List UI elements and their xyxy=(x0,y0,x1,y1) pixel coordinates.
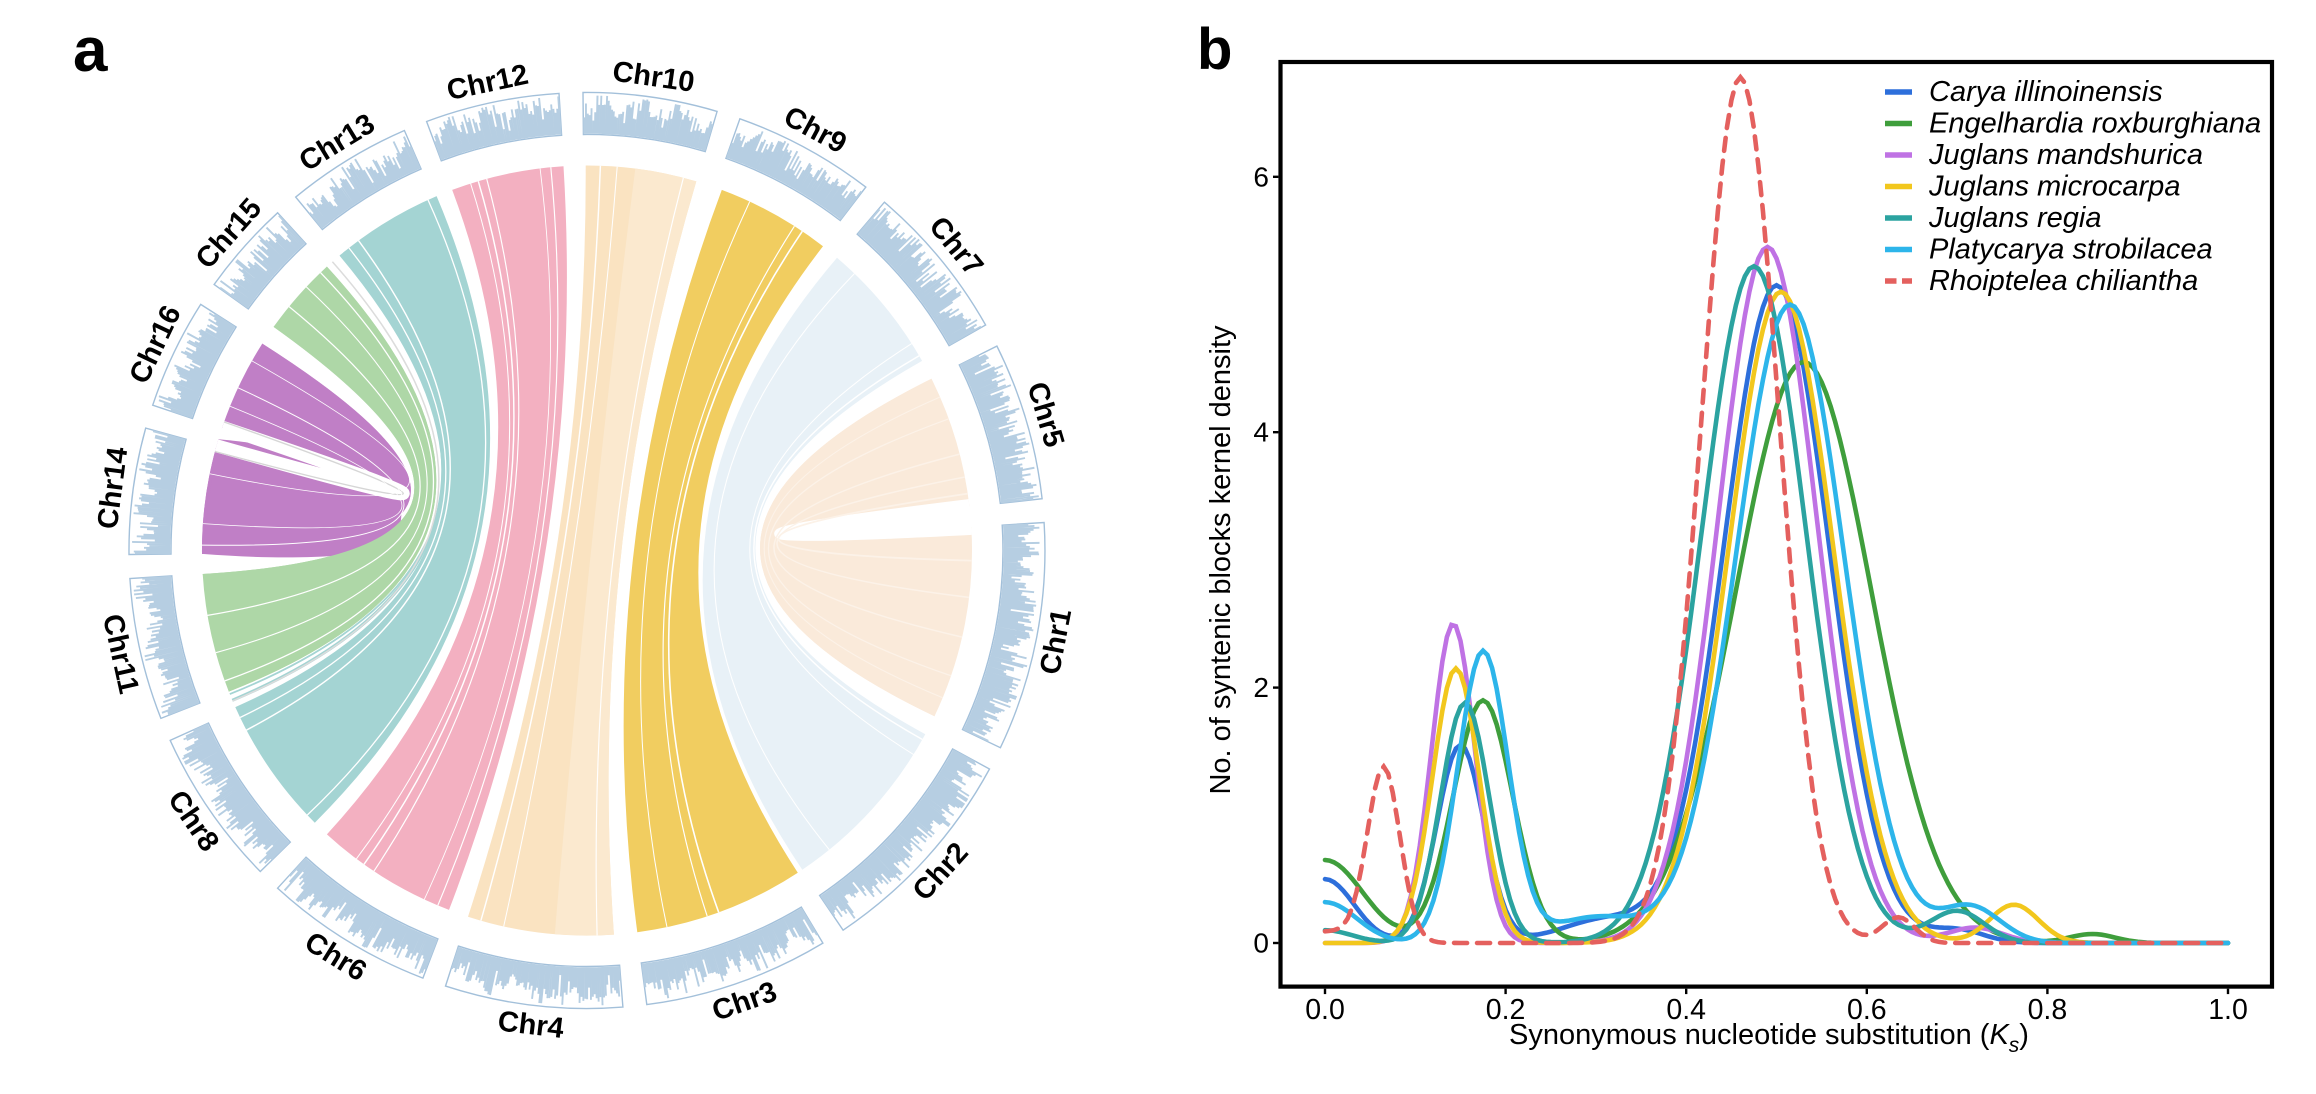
svg-text:1.0: 1.0 xyxy=(2208,994,2248,1026)
svg-text:Carya illinoinensis: Carya illinoinensis xyxy=(1929,76,2163,108)
svg-text:Platycarya strobilacea: Platycarya strobilacea xyxy=(1929,234,2213,266)
svg-text:4: 4 xyxy=(1253,417,1269,448)
svg-text:0: 0 xyxy=(1253,928,1269,959)
svg-text:Chr4: Chr4 xyxy=(496,1005,565,1045)
svg-text:Juglans microcarpa: Juglans microcarpa xyxy=(1928,171,2180,203)
svg-text:Juglans mandshurica: Juglans mandshurica xyxy=(1928,139,2203,171)
svg-text:Rhoiptelea chiliantha: Rhoiptelea chiliantha xyxy=(1929,265,2198,297)
svg-text:No. of syntenic blocks kernel: No. of syntenic blocks kernel density xyxy=(1205,325,1237,795)
svg-text:Engelhardia roxburghiana: Engelhardia roxburghiana xyxy=(1929,108,2261,140)
svg-text:0.0: 0.0 xyxy=(1305,994,1345,1026)
svg-text:b: b xyxy=(1197,17,1232,82)
svg-text:0.4: 0.4 xyxy=(1666,994,1706,1026)
svg-text:6: 6 xyxy=(1253,161,1269,192)
svg-text:Juglans regia: Juglans regia xyxy=(1928,202,2102,234)
svg-text:Synonymous nucleotide substitu: Synonymous nucleotide substitution (Ks) xyxy=(1509,1019,2029,1057)
svg-text:a: a xyxy=(73,16,108,85)
svg-text:0.8: 0.8 xyxy=(2028,994,2068,1026)
svg-text:0.2: 0.2 xyxy=(1486,994,1526,1026)
svg-text:0.6: 0.6 xyxy=(1847,994,1887,1026)
svg-text:2: 2 xyxy=(1253,672,1269,703)
